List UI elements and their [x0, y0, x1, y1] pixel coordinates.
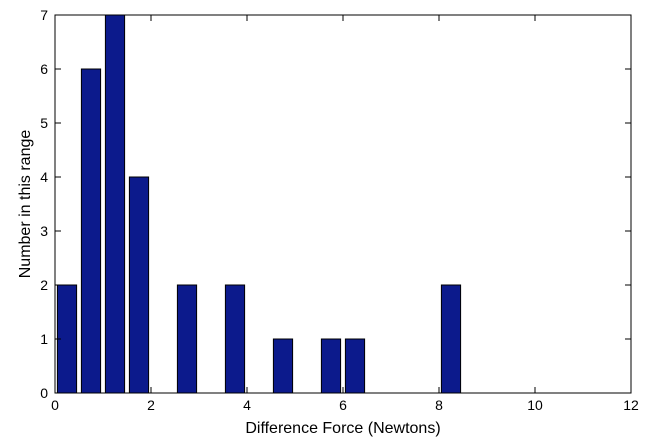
y-tick-label: 1 — [40, 331, 48, 347]
x-tick-label: 4 — [243, 397, 251, 413]
bar — [176, 284, 198, 394]
bar — [344, 338, 366, 394]
y-tick-label: 2 — [40, 277, 48, 293]
y-tick-label: 7 — [40, 7, 48, 23]
x-axis-tick-labels: 0 2 4 6 8 10 12 — [51, 397, 639, 413]
x-tick-label: 6 — [339, 397, 347, 413]
y-tick-label: 0 — [40, 385, 48, 401]
bar — [128, 176, 150, 394]
y-tick-label: 6 — [40, 61, 48, 77]
bar — [104, 14, 126, 394]
bar — [440, 284, 462, 394]
bar — [272, 338, 294, 394]
y-tick-label: 4 — [40, 169, 48, 185]
x-tick-label: 0 — [51, 397, 59, 413]
axis-ticks — [54, 14, 632, 394]
bars-group — [56, 14, 462, 394]
x-tick-label: 2 — [147, 397, 155, 413]
bar — [320, 338, 342, 394]
y-tick-label: 5 — [40, 115, 48, 131]
y-tick-label: 3 — [40, 223, 48, 239]
bar — [80, 68, 102, 394]
x-tick-label: 12 — [623, 397, 639, 413]
x-tick-label: 8 — [435, 397, 443, 413]
bar — [224, 284, 246, 394]
y-axis-label: Number in this range — [17, 130, 34, 279]
x-tick-label: 10 — [527, 397, 543, 413]
x-axis-label: Difference Force (Newtons) — [245, 420, 440, 437]
y-axis-tick-labels: 0 1 2 3 4 5 6 7 — [40, 7, 48, 401]
